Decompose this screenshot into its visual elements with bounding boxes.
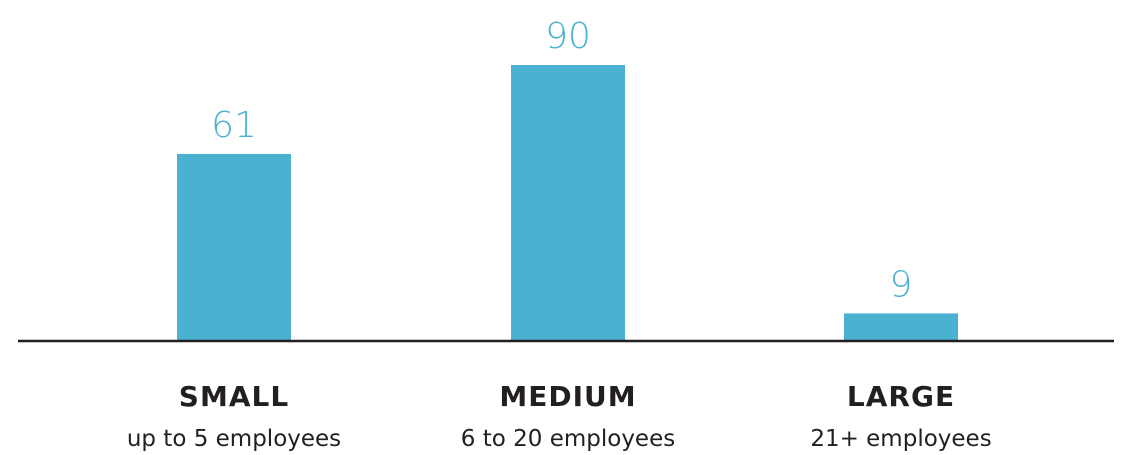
- category-sublabel-medium: 6 to 20 employees: [461, 426, 675, 452]
- bar-small: [177, 153, 291, 341]
- category-labels-layer: SMALL up to 5 employees MEDIUM 6 to 20 empl…: [127, 380, 992, 452]
- value-label-large: 9: [890, 264, 913, 305]
- category-label-medium: MEDIUM: [499, 380, 636, 413]
- category-sublabel-large: 21+ employees: [810, 426, 991, 452]
- category-label-small: SMALL: [179, 380, 289, 413]
- value-label-small: 61: [211, 105, 257, 146]
- bar-large: [844, 313, 958, 341]
- bar-medium: [511, 65, 625, 341]
- category-sublabel-small: up to 5 employees: [127, 426, 341, 452]
- category-label-large: LARGE: [847, 380, 955, 413]
- value-labels-layer: 61 90 9: [211, 16, 912, 305]
- bars-layer: [177, 65, 958, 341]
- value-label-medium: 90: [545, 16, 591, 57]
